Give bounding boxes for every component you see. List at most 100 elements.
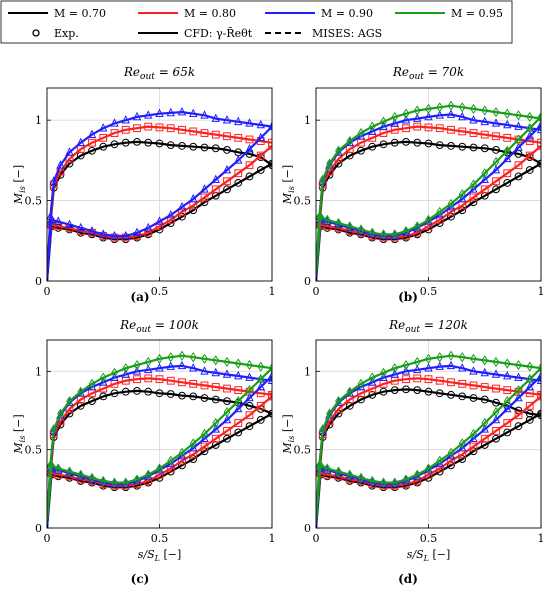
series-090-suction-marker	[49, 176, 58, 185]
series-080-suction-marker	[435, 124, 444, 133]
series-095-suction-marker	[319, 424, 327, 435]
series-070-pressure-marker	[245, 422, 254, 431]
y-tick-label: 1	[35, 114, 42, 127]
series-070-suction-marker	[435, 141, 444, 149]
series-090-pressure-line	[47, 125, 272, 278]
series-090-pressure-marker	[234, 155, 243, 164]
series-095-suction-marker	[167, 352, 175, 363]
series-070-suction-marker	[268, 161, 272, 170]
series-090-pressure-marker	[503, 403, 512, 413]
series-095-pressure-marker	[323, 463, 331, 474]
series-095-pressure-marker	[257, 374, 265, 385]
series-095-pressure-marker	[111, 477, 118, 488]
series-095-suction-marker	[413, 105, 421, 116]
series-080-pressure-marker	[54, 470, 63, 479]
series-080-suction-marker	[413, 122, 422, 131]
legend-entry-mises: MISES: AGS	[265, 27, 382, 40]
legend-label-m095: M = 0.95	[451, 7, 503, 20]
series-090-pressure-marker	[110, 230, 119, 240]
series-070-pressure-marker	[256, 416, 265, 424]
series-080-pressure-marker	[178, 207, 186, 216]
series-095-pressure-marker	[436, 455, 444, 466]
series-070-pressure-marker	[503, 428, 512, 437]
series-095-suction-marker	[503, 108, 511, 119]
series-080-suction-marker	[469, 129, 478, 137]
panel-title: Reout = 100k	[119, 318, 199, 335]
series-090-pressure-marker	[189, 193, 198, 203]
series-095-pressure-marker	[88, 472, 96, 483]
series-090-pressure-marker	[435, 209, 444, 219]
series-070-pressure-marker	[223, 185, 231, 194]
series-095-suction-marker	[335, 395, 342, 407]
series-095-suction-marker	[526, 361, 534, 372]
series-080-pressure-marker	[211, 434, 220, 443]
series-080-pressure-line	[316, 395, 541, 521]
series-070-suction-marker	[110, 389, 119, 398]
series-070-pressure-marker	[189, 206, 198, 215]
series-080-suction-marker	[402, 375, 410, 384]
series-090-pressure-marker	[458, 193, 467, 203]
x-tick-label: 1	[269, 532, 276, 545]
series-070-suction-marker	[189, 142, 198, 151]
x-tick-label: 0	[44, 285, 51, 298]
series-080-suction-marker	[133, 124, 141, 133]
series-095-suction-marker	[178, 350, 186, 361]
plot-area	[47, 107, 272, 281]
series-090-suction-marker	[514, 121, 523, 130]
x-tick-label: 0.5	[151, 285, 169, 298]
series-070-suction-marker	[121, 387, 130, 396]
series-095-pressure-marker	[391, 477, 399, 488]
series-095-suction-marker	[537, 363, 541, 374]
series-090-suction-marker	[401, 366, 411, 375]
series-090-pressure-marker	[514, 142, 523, 151]
series-080-pressure-marker	[514, 161, 523, 170]
y-axis-label: Mis [−]	[281, 414, 296, 454]
legend-entry-exp: Exp.	[32, 27, 79, 40]
series-095-pressure-line	[47, 367, 272, 521]
series-090-pressure-marker	[200, 184, 209, 193]
series-070-suction-marker	[88, 397, 96, 406]
series-095-pressure-marker	[77, 469, 85, 480]
series-095-pressure-marker	[99, 475, 107, 487]
series-080-pressure-marker	[121, 233, 130, 242]
y-tick-label: 1	[304, 365, 311, 378]
series-095-pressure-line	[316, 116, 541, 274]
series-095-suction-marker	[492, 107, 500, 118]
series-080-suction-marker	[223, 384, 231, 393]
series-095-suction-marker	[316, 460, 323, 471]
series-095-suction-marker	[316, 211, 323, 222]
series-095-suction-marker	[66, 395, 73, 407]
series-095-pressure-marker	[368, 227, 376, 238]
series-090-pressure-marker	[189, 442, 198, 452]
series-090-pressure-marker	[222, 414, 232, 424]
series-080-pressure-marker	[424, 222, 433, 231]
series-070-suction-marker	[357, 395, 365, 404]
series-095-pressure-marker	[515, 385, 522, 396]
series-095-pressure-marker	[133, 474, 141, 485]
y-tick-label: 0.5	[294, 444, 312, 457]
series-080-pressure-marker	[223, 426, 231, 435]
series-070-pressure-line	[316, 162, 541, 281]
series-090-suction-marker	[256, 119, 265, 129]
series-095-suction-marker	[50, 424, 58, 435]
series-095-suction-marker	[88, 378, 96, 389]
series-070-pressure-line	[316, 412, 541, 528]
x-tick-label: 1	[538, 532, 545, 545]
y-tick-label: 0	[35, 275, 42, 288]
series-090-pressure-marker	[469, 184, 478, 193]
series-090-suction-marker	[177, 107, 187, 116]
series-095-pressure-marker	[470, 179, 477, 190]
series-095-suction-marker	[391, 363, 399, 374]
series-095-suction-marker	[346, 386, 354, 397]
series-080-suction-marker	[492, 132, 500, 141]
series-080-pressure-marker	[492, 177, 500, 186]
series-070-suction-marker	[390, 138, 399, 147]
series-090-pressure-marker	[222, 164, 232, 174]
series-095-pressure-marker	[526, 123, 534, 134]
series-080-suction-marker	[424, 123, 433, 132]
series-090-pressure-marker	[245, 143, 254, 153]
series-090-pressure-marker	[525, 381, 534, 391]
series-080-pressure-line	[47, 395, 272, 521]
series-070-suction-marker	[469, 143, 478, 152]
